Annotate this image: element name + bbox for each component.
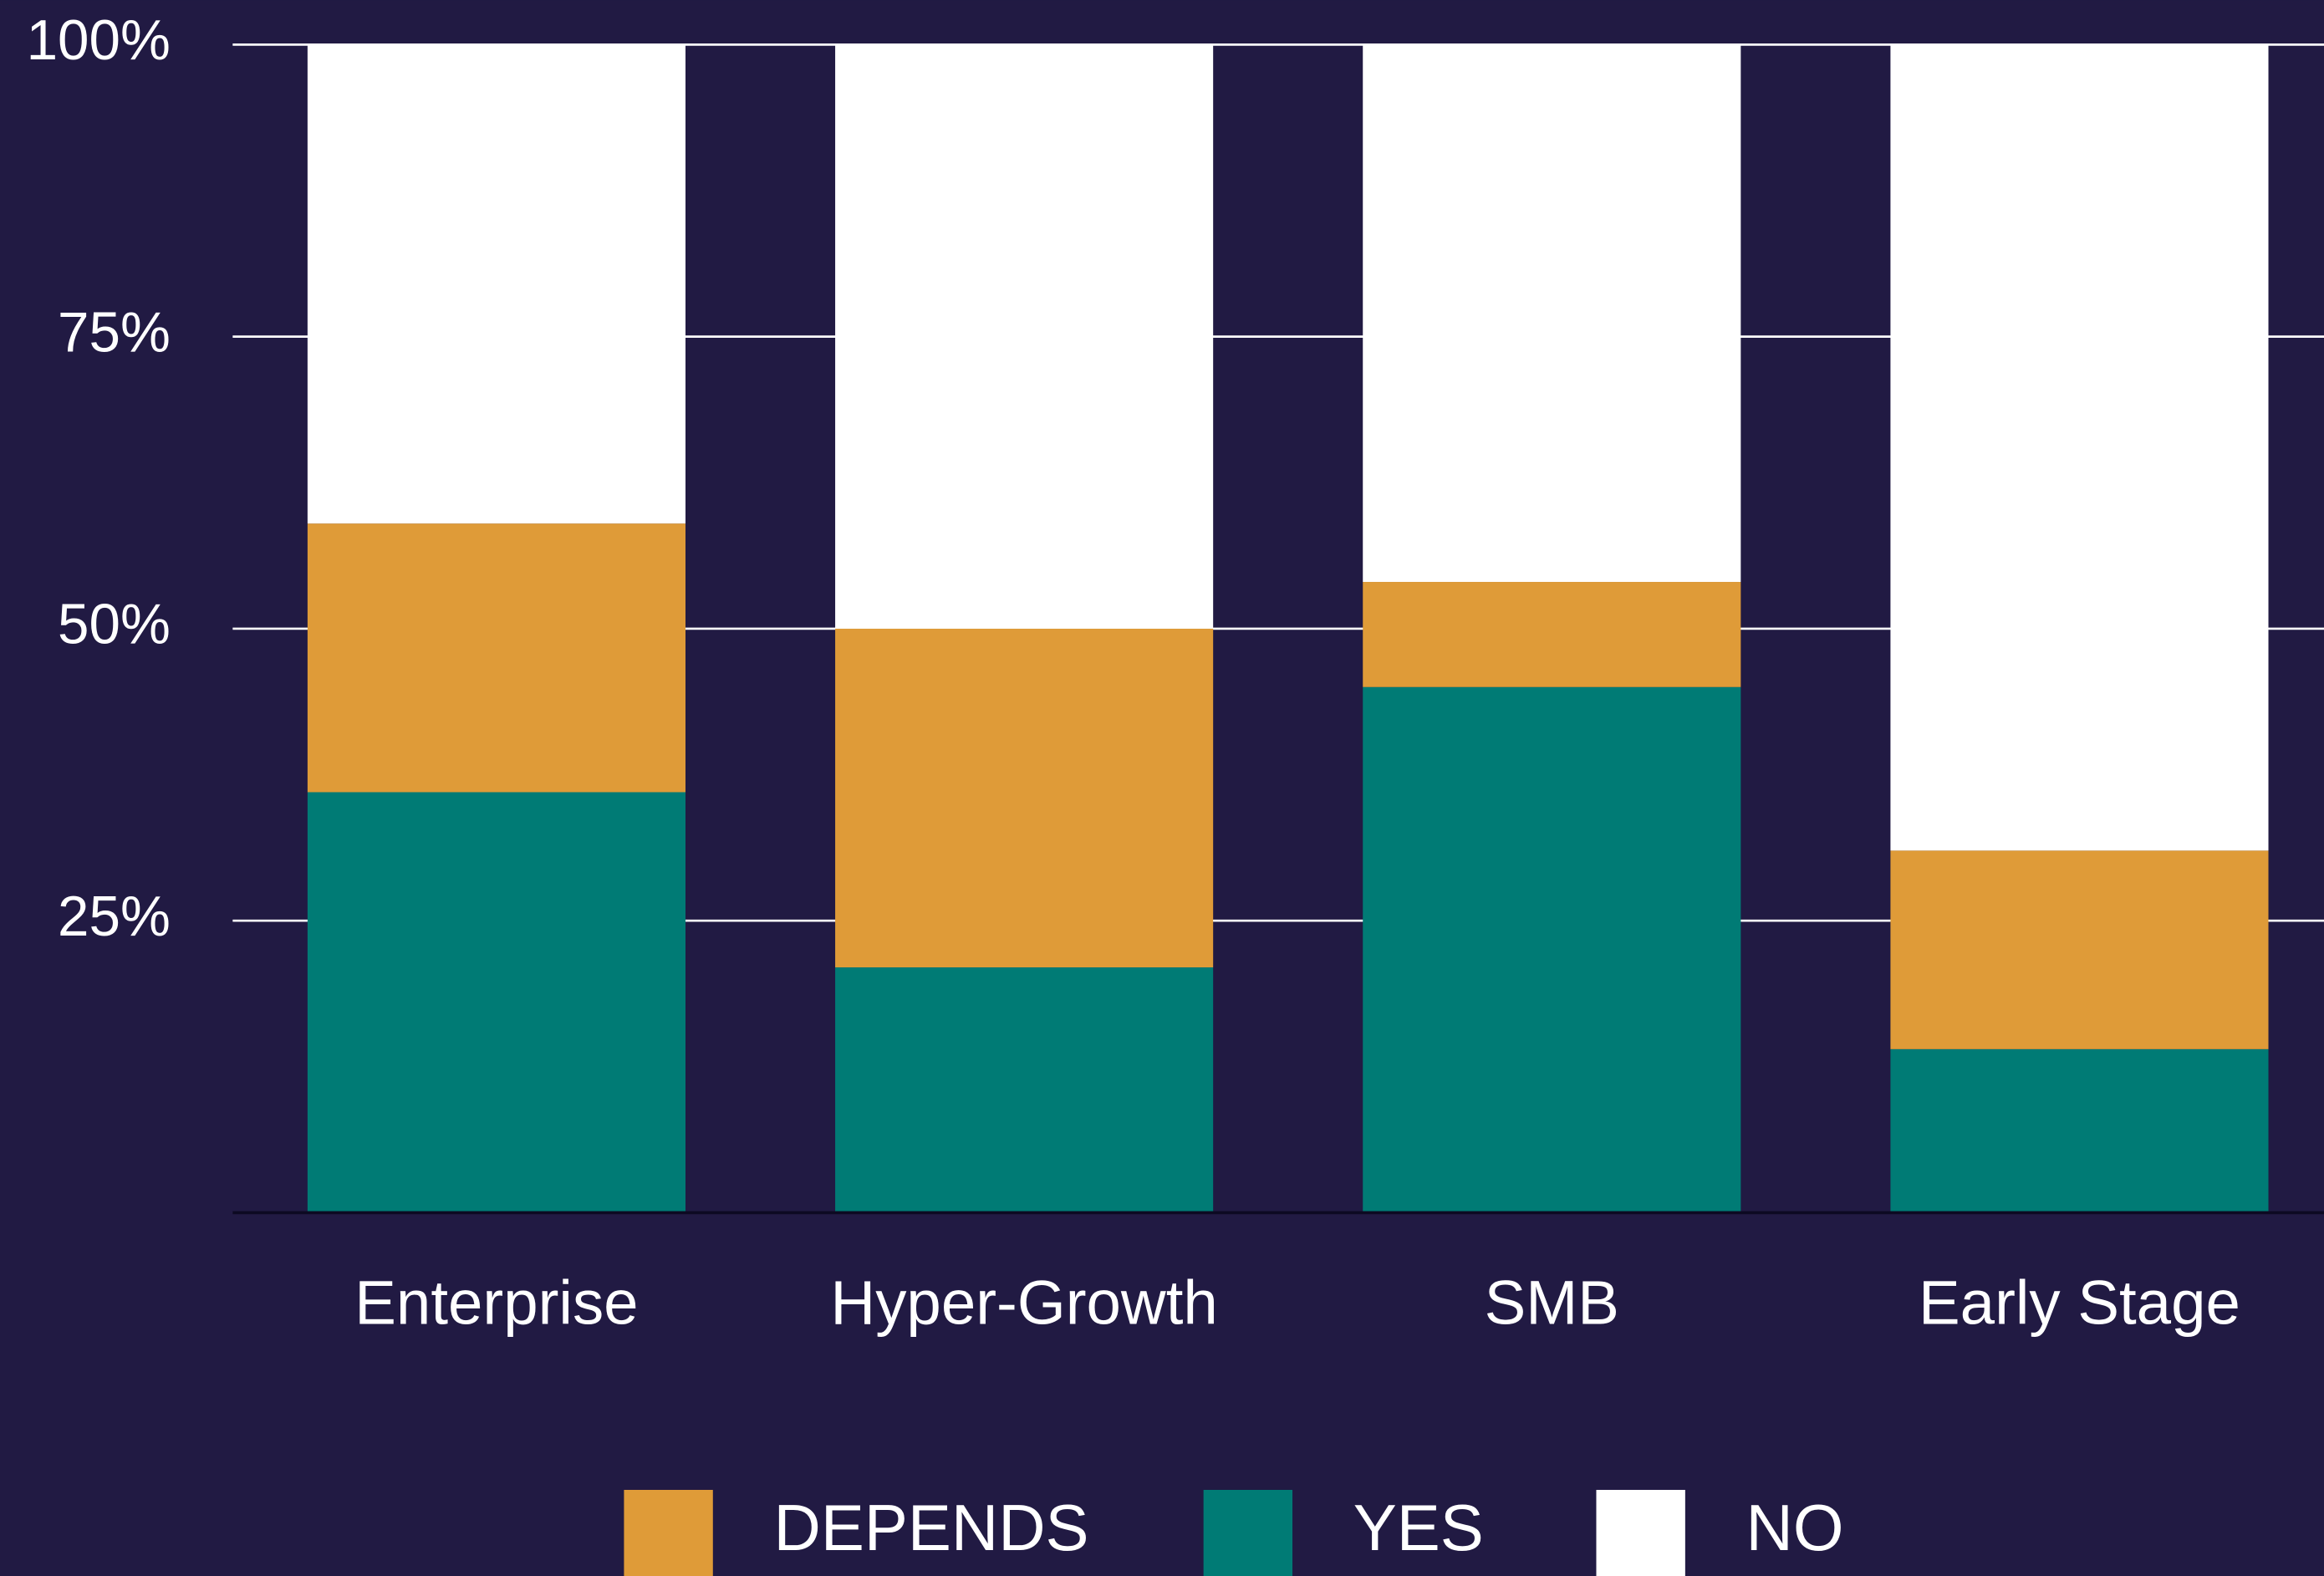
y-tick-label: 50% (58, 594, 171, 656)
bar-segment (307, 44, 685, 524)
x-tick-label: SMB (1485, 1268, 1619, 1338)
x-tick-label: Early Stage (1919, 1268, 2240, 1338)
bar-segment (1890, 1048, 2269, 1213)
bar-segment (1363, 582, 1741, 687)
bar-segment (1363, 686, 1741, 1213)
legend-label: DEPENDS (773, 1491, 1088, 1564)
legend-label: YES (1353, 1491, 1484, 1564)
y-tick-label: 25% (58, 885, 171, 948)
legend-label: NO (1746, 1491, 1844, 1564)
x-tick-label: Enterprise (354, 1268, 638, 1338)
y-tick-label: 100% (27, 9, 171, 72)
legend-swatch (624, 1489, 713, 1576)
bar-segment (307, 523, 685, 793)
bar-segment (307, 792, 685, 1213)
legend-swatch (1596, 1489, 1685, 1576)
bar-segment (1890, 44, 2269, 851)
bar-segment (1890, 850, 2269, 1049)
legend-swatch (1203, 1489, 1293, 1576)
bar-segment (835, 628, 1214, 968)
bar-segment (835, 967, 1214, 1213)
bar-segment (835, 44, 1214, 629)
y-tick-label: 75% (58, 301, 171, 364)
x-tick-label: Hyper-Growth (830, 1268, 1217, 1338)
bar-segment (1363, 44, 1741, 583)
